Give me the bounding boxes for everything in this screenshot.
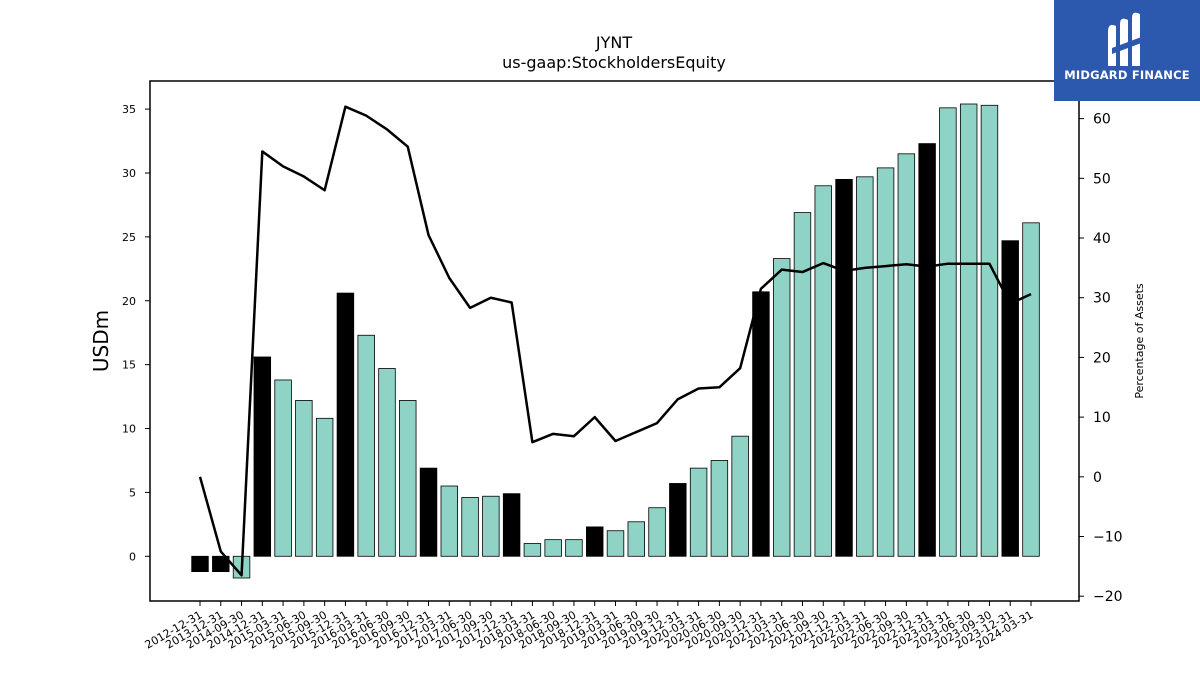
bar <box>606 530 625 557</box>
bar <box>876 167 895 557</box>
bar <box>627 521 645 557</box>
y-axis-label-left: USDm <box>89 310 113 372</box>
bar <box>731 435 749 557</box>
bar <box>253 356 272 557</box>
y-tick-label-right: 10 <box>1093 410 1111 426</box>
y-axis-label-right: Percentage of Assets <box>1133 283 1146 399</box>
logo-text: MIDGARD FINANCE <box>1064 68 1190 82</box>
y-tick-label-right: −20 <box>1093 589 1123 605</box>
bar <box>959 103 978 557</box>
y-tick-label-left: 30 <box>122 167 136 180</box>
bar <box>1022 222 1040 557</box>
bar <box>710 460 729 557</box>
bar <box>295 400 313 557</box>
bar <box>980 104 999 557</box>
bar <box>461 497 479 557</box>
bar <box>669 483 687 557</box>
bar <box>586 526 604 557</box>
y-tick-label-left: 20 <box>122 295 136 308</box>
bar <box>689 467 708 557</box>
bar <box>772 258 791 557</box>
y-tick-label-left: 35 <box>122 103 136 116</box>
bar <box>336 292 355 557</box>
bar <box>419 467 438 557</box>
bar <box>835 178 853 557</box>
bar <box>544 539 562 557</box>
y-tick-label-right: 40 <box>1093 231 1111 247</box>
bar <box>378 368 396 557</box>
bar <box>897 153 916 557</box>
bar <box>440 485 459 557</box>
bar <box>523 543 542 557</box>
y-tick-label-right: 20 <box>1093 350 1111 366</box>
brand-logo: MIDGARD FINANCE <box>1054 0 1200 101</box>
bar <box>856 176 874 557</box>
y-tick-label-left: 10 <box>122 423 136 436</box>
y-tick-label-left: 25 <box>122 231 136 244</box>
chart-subtitle: us-gaap:StockholdersEquity <box>502 53 726 72</box>
bar <box>357 334 375 557</box>
y-tick-label-right: 50 <box>1093 171 1111 187</box>
y-tick-label-right: 30 <box>1093 291 1111 307</box>
y-tick-label-right: −10 <box>1093 530 1123 546</box>
logo-mark-icon <box>1108 12 1144 67</box>
bar <box>502 493 521 557</box>
y-tick-label-right: 0 <box>1093 470 1102 486</box>
bar <box>793 212 812 557</box>
bar <box>814 185 832 557</box>
bar <box>399 400 417 557</box>
y-tick-label-left: 15 <box>122 359 136 372</box>
bar <box>191 555 209 573</box>
bar <box>918 143 936 557</box>
y-tick-label-right: 60 <box>1093 112 1111 128</box>
bar <box>1001 240 1019 557</box>
bar <box>315 417 334 557</box>
bar <box>212 555 230 573</box>
plot-frame <box>149 80 1080 602</box>
bar <box>752 291 770 557</box>
y-tick-label-left: 0 <box>129 550 136 563</box>
bar <box>482 495 500 557</box>
bar <box>274 379 292 557</box>
bar <box>939 107 957 557</box>
y-tick-label-left: 5 <box>129 486 136 499</box>
bar <box>565 539 583 557</box>
bar <box>648 507 666 557</box>
series-line <box>198 105 1032 577</box>
chart-title: JYNT <box>595 33 632 52</box>
